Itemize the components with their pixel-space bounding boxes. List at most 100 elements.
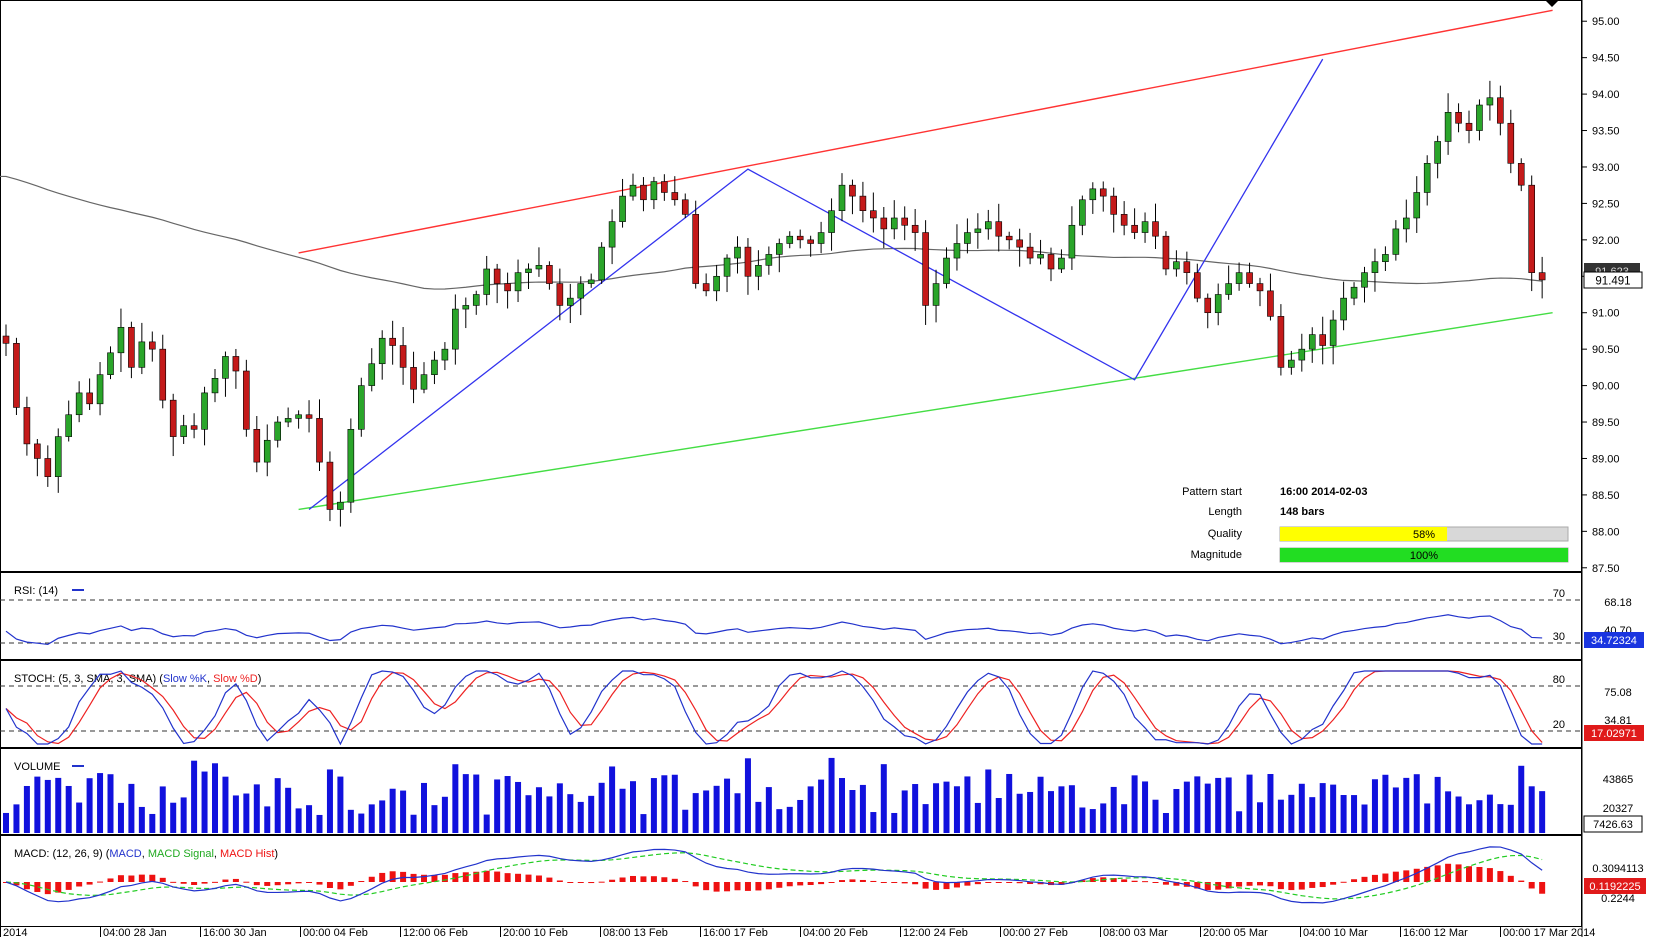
volume-bar [410, 814, 417, 833]
stoch-level-20-label: 20 [1553, 719, 1565, 731]
price-plot [0, 9, 1553, 527]
volume-bar [692, 793, 699, 833]
rsi-panel [0, 572, 1582, 660]
candle [744, 238, 752, 295]
candle [138, 322, 146, 375]
volume-bar [630, 781, 636, 833]
magnitude-label: Magnitude [1191, 549, 1242, 561]
candle [1444, 93, 1452, 155]
candle [1162, 231, 1170, 276]
candle [1068, 206, 1076, 270]
rsi-indicator: RSI: (14) 70 30 68.18 40.70 34.72324 [0, 585, 1644, 648]
volume-bar [556, 783, 563, 833]
volume-bar [1466, 804, 1472, 833]
candle [378, 330, 386, 380]
volume-bar [1455, 796, 1462, 833]
candle [357, 377, 365, 437]
volume-bar [859, 784, 866, 833]
volume-bar [1048, 791, 1054, 833]
volume-bar [1392, 787, 1399, 833]
volume-bar [1037, 776, 1044, 833]
pattern-start-label: Pattern start [1182, 486, 1242, 498]
candle [838, 173, 846, 222]
candle [1037, 239, 1044, 265]
volume-bar [640, 814, 647, 833]
candle [765, 246, 773, 275]
candle [1423, 155, 1431, 206]
candle [713, 264, 720, 302]
volume-bar [1330, 784, 1337, 833]
volume-bar [138, 806, 145, 833]
candle [23, 396, 31, 456]
volume-bar [880, 764, 887, 833]
volume-bar [232, 795, 239, 833]
volume-bar [1257, 802, 1263, 833]
stoch-level-80-label: 80 [1553, 674, 1565, 686]
volume-bar [1079, 807, 1086, 833]
volume-bar [76, 802, 83, 833]
volume-bar [995, 798, 1002, 833]
volume-bar [1246, 774, 1253, 833]
collapse-icon[interactable] [1545, 0, 1559, 7]
candle [13, 337, 20, 416]
volume-bar [1351, 795, 1358, 833]
volume-bar [1298, 783, 1305, 833]
volume-bar [577, 801, 584, 833]
candle [775, 238, 783, 273]
volume-bar [661, 775, 668, 833]
candle [284, 407, 292, 428]
candle [420, 362, 428, 394]
volume-bar [1131, 775, 1138, 833]
candle [870, 192, 877, 233]
volume-bar [1016, 793, 1023, 833]
volume-bar [337, 776, 344, 833]
candle [1413, 176, 1421, 233]
candle [1173, 250, 1180, 277]
candle [1277, 304, 1285, 376]
volume-bar [744, 758, 751, 833]
volume-bar [535, 787, 542, 833]
volume-bar [159, 786, 166, 833]
candle [995, 203, 1003, 252]
candle [566, 283, 574, 324]
candle [117, 308, 125, 372]
price-tick: 89.00 [1592, 453, 1620, 465]
candle [1517, 158, 1525, 192]
volume-bar [170, 802, 177, 833]
volume-bar [1528, 786, 1535, 833]
volume-bar [713, 785, 720, 833]
volume-bar [1361, 804, 1368, 833]
volume-bar [274, 778, 281, 833]
candle [211, 369, 219, 403]
time-tick: 04:00 28 Jan [103, 927, 167, 937]
volume-bar [1194, 776, 1201, 833]
time-tick: 08:00 03 Mar [1103, 927, 1168, 937]
time-tick: 00:00 17 Mar 2014 [1503, 927, 1595, 937]
candle [1005, 231, 1013, 250]
volume-bar [912, 784, 919, 833]
candle [2, 324, 10, 356]
volume-bar [253, 784, 260, 833]
candle [253, 416, 261, 473]
volume-bar [933, 783, 940, 833]
volume-bar [400, 790, 407, 833]
volume-bar [86, 778, 93, 833]
time-tick: 16:00 17 Feb [703, 927, 768, 937]
candle [932, 269, 940, 323]
candle [1120, 201, 1128, 236]
volume-bar [23, 785, 30, 833]
pattern-info: Pattern start 16:00 2014-02-03 Length 14… [1182, 486, 1569, 563]
candle [232, 348, 240, 389]
candle [1319, 316, 1326, 365]
volume-bar [1267, 774, 1274, 833]
volume-bar [128, 783, 135, 833]
candle [472, 290, 480, 315]
candle [368, 348, 376, 392]
volume-bar [1403, 777, 1410, 833]
volume-bar [452, 764, 459, 833]
candle [295, 410, 302, 429]
volume-bar [619, 788, 626, 833]
volume-bar [421, 782, 427, 833]
candle [201, 386, 208, 446]
candle [316, 399, 323, 471]
